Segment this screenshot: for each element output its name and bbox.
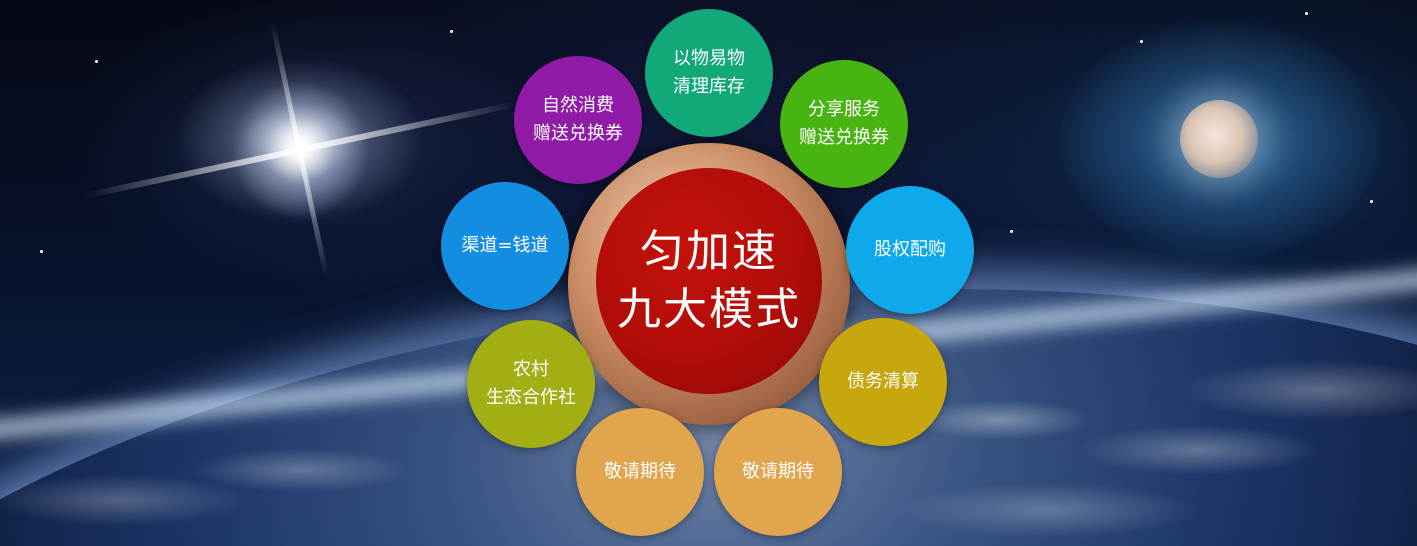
petal-label-line: 生态合作社 [486, 387, 576, 408]
petal-label-line: 自然消费 [542, 95, 614, 116]
petal-label-line: 清理库存 [673, 76, 745, 97]
tiny-star [1140, 40, 1143, 43]
tiny-star [450, 30, 453, 33]
petal-coming-soon-left[interactable]: 敬请期待 [576, 408, 704, 536]
tiny-star [40, 250, 43, 253]
petal-label-line: 分享服务 [808, 99, 880, 120]
center-title-line-2: 九大模式 [617, 284, 801, 335]
moon [1180, 100, 1258, 178]
petal-share-service[interactable]: 分享服务 赠送兑换券 [780, 60, 908, 188]
petal-label-line: 股权配购 [874, 239, 946, 260]
petal-label-line: 赠送兑换券 [533, 123, 623, 144]
petal-label-line: 债务清算 [847, 371, 919, 392]
petal-label-line: 敬请期待 [604, 461, 676, 482]
petal-barter[interactable]: 以物易物 清理库存 [645, 9, 773, 137]
tiny-star [1010, 230, 1013, 233]
petal-label-line: 赠送兑换券 [799, 127, 889, 148]
petal-coming-soon-right[interactable]: 敬请期待 [714, 408, 842, 536]
petal-equity[interactable]: 股权配购 [846, 186, 974, 314]
tiny-star [95, 60, 98, 63]
petal-label-line: 以物易物 [673, 48, 745, 69]
petal-debt[interactable]: 债务清算 [819, 318, 947, 446]
petal-natural-consumption[interactable]: 自然消费 赠送兑换券 [514, 56, 642, 184]
petal-rural-coop[interactable]: 农村 生态合作社 [467, 320, 595, 448]
center-title-line-1: 匀加速 [640, 226, 778, 277]
petal-label-line: 敬请期待 [742, 461, 814, 482]
center-circle[interactable]: 匀加速 九大模式 [596, 168, 822, 394]
petal-label-line: 农村 [513, 359, 549, 380]
petal-label-line: 渠道=钱道 [461, 235, 549, 256]
petal-channel[interactable]: 渠道=钱道 [441, 182, 569, 310]
tiny-star [1305, 12, 1308, 15]
tiny-star [1370, 200, 1373, 203]
